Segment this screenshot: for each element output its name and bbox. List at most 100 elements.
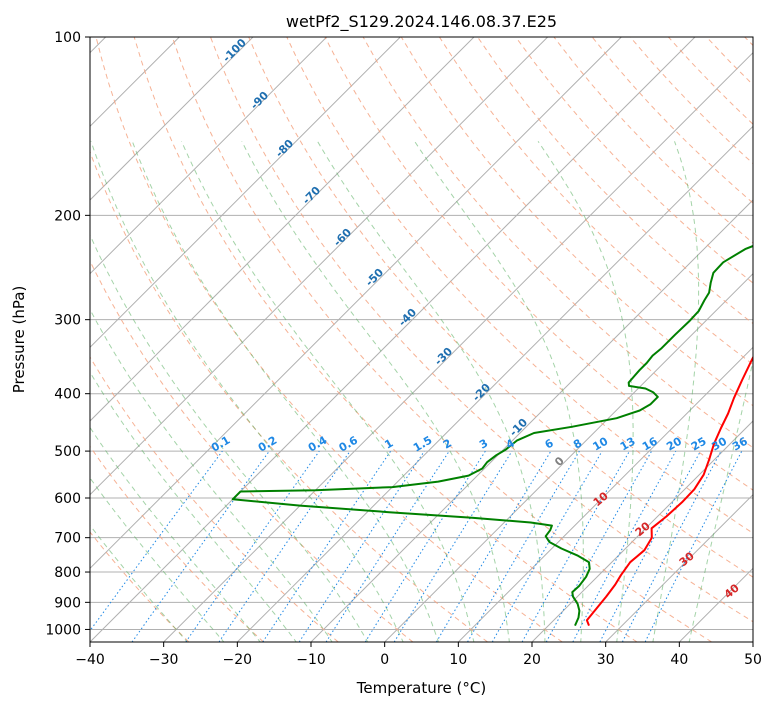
y-tick-label: 800	[54, 565, 81, 581]
background-line-labels: 0.1 0.2 0.4 0.6 1 1.5 2 3 4 6 8 10 13 16 20 25 30 36-100-…	[209, 36, 750, 601]
moist-adiabat-line	[90, 141, 404, 642]
dry-adiabat-line	[706, 37, 753, 86]
dewpoint-curve	[231, 244, 753, 627]
isotherm-line	[163, 51, 753, 642]
isotherm-line	[752, 641, 753, 642]
isotherm-line	[384, 272, 753, 642]
dry-adiabat-label: -100	[220, 36, 249, 65]
x-tick-label: 50	[744, 652, 762, 668]
moist-adiabat-label: 30	[677, 549, 697, 569]
mixing-ratio-line	[325, 450, 450, 642]
y-tick-label: 200	[54, 208, 81, 224]
moist-adiabat-line	[90, 524, 188, 642]
mixing-ratio-label: 2	[441, 437, 454, 452]
y-tick-label: 400	[54, 387, 81, 403]
dry-adiabat-label: -50	[363, 266, 386, 289]
mixing-ratio-line	[218, 450, 351, 642]
isotherm-line	[236, 125, 753, 642]
y-tick-label: 1000	[45, 622, 81, 638]
moist-adiabat-line	[688, 358, 753, 642]
moist-adiabat-line	[537, 141, 634, 642]
moist-adiabat-line	[90, 371, 297, 642]
y-tick-label: 500	[54, 444, 81, 460]
isotherm-line	[678, 567, 753, 642]
dry-adiabat-label: -80	[273, 137, 296, 160]
dry-adiabat-line	[438, 37, 753, 366]
dry-adiabat-label: -20	[470, 381, 493, 404]
temperature-curve	[585, 355, 753, 626]
moist-adiabat-line	[90, 477, 225, 642]
mixing-ratio-line	[435, 450, 552, 642]
dry-adiabat-line	[133, 37, 638, 642]
dry-adiabat-label: -70	[300, 184, 323, 207]
dry-adiabat-line	[591, 37, 753, 204]
isotherm-line	[90, 37, 401, 349]
mixing-ratio-line	[364, 450, 486, 642]
moist-adiabat-line	[241, 141, 510, 642]
mixing-ratio-line	[644, 450, 743, 642]
dry-adiabat-label: -60	[331, 226, 354, 249]
x-axis-ticks: −40 −30 −20 −10 0 10 20 30 40 50	[75, 642, 762, 668]
isotherm-line	[90, 37, 549, 496]
x-tick-label: −40	[75, 652, 105, 668]
x-tick-label: 40	[670, 652, 688, 668]
grid-lines	[90, 37, 753, 642]
moist-adiabat-line	[90, 308, 333, 642]
mixing-ratio-line	[521, 450, 630, 642]
mixing-ratio-label: 3	[477, 437, 490, 452]
dry-adiabat-line	[90, 445, 264, 642]
moist-adiabat-line	[652, 141, 700, 642]
dry-adiabat-label: -40	[396, 306, 419, 329]
y-axis-title: Pressure (hPa)	[10, 286, 28, 394]
moist-adiabat-line	[181, 141, 475, 642]
moist-adiabat-label: 20	[633, 519, 653, 539]
x-tick-label: 0	[380, 652, 389, 668]
plot-frame	[89, 36, 754, 643]
y-tick-label: 600	[54, 491, 81, 507]
chart-title: wetPf2_S129.2024.146.08.37.E25	[286, 12, 557, 32]
mixing-ratio-line	[599, 450, 701, 642]
moist-adiabat-line	[131, 141, 440, 642]
isotherm-line	[90, 37, 622, 570]
sounding-curves	[231, 244, 753, 627]
dry-adiabat-line	[210, 37, 753, 623]
y-axis-ticks: 1000 900 800 700 600 500 400 300 200 100	[45, 30, 90, 638]
dry-adiabat-line	[668, 37, 753, 125]
mixing-ratio-line	[393, 450, 513, 642]
x-tick-label: 30	[597, 652, 615, 668]
y-tick-label: 100	[54, 30, 81, 46]
x-tick-label: −20	[223, 652, 253, 668]
isotherm-line	[605, 493, 753, 642]
dry-adiabat-line	[90, 259, 414, 642]
mixing-ratio-line	[545, 450, 653, 642]
moist-adiabat-label: 40	[722, 581, 742, 601]
dry-adiabat-label: -30	[432, 345, 455, 368]
moist-adiabat-line	[317, 141, 546, 642]
mixing-ratio-line	[298, 450, 425, 642]
dry-adiabat-line	[90, 150, 488, 642]
moist-adiabat-line	[90, 426, 261, 642]
x-tick-label: −30	[149, 652, 179, 668]
moist-adiabat-line	[90, 233, 369, 642]
y-tick-label: 700	[54, 531, 81, 547]
y-tick-label: 900	[54, 595, 81, 611]
isotherm-line	[531, 420, 753, 642]
mixing-ratio-line	[572, 450, 677, 642]
mixing-ratio-line	[90, 450, 223, 632]
x-tick-label: −10	[296, 652, 326, 668]
mixing-ratio-line	[262, 450, 392, 642]
isotherm-line	[90, 37, 696, 642]
dry-adiabat-line	[286, 37, 753, 534]
x-tick-label: 20	[523, 652, 541, 668]
moist-adiabat-line	[414, 141, 584, 642]
mixing-ratio-line	[185, 450, 320, 642]
dry-adiabat-line	[515, 37, 753, 284]
x-tick-label: 10	[449, 652, 467, 668]
dry-adiabats	[90, 37, 753, 642]
x-axis-title: Temperature (°C)	[356, 679, 486, 697]
y-tick-label: 300	[54, 313, 81, 329]
mixing-ratio-label: 6	[543, 436, 556, 451]
plot-area: 0.1 0.2 0.4 0.6 1 1.5 2 3 4 6 8 10 13 16 20 25 30 36-100-…	[90, 36, 753, 642]
dry-adiabat-line	[248, 37, 753, 578]
